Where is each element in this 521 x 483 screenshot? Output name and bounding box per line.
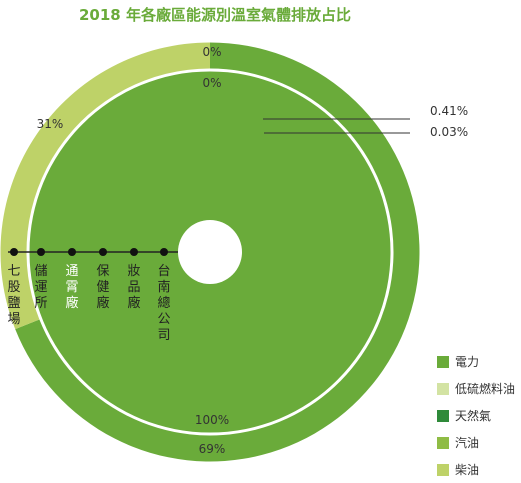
ring-label-1-char-0: 妝 bbox=[127, 264, 140, 279]
ring-label-4-char-2: 所 bbox=[34, 296, 47, 311]
data-label-3-3: 0.03% bbox=[430, 125, 468, 139]
data-label-5-0: 69% bbox=[199, 442, 226, 456]
data-label-4-0: 100% bbox=[195, 413, 229, 427]
ring-label-4-char-1: 運 bbox=[34, 280, 47, 295]
legend-swatch-4 bbox=[437, 464, 449, 476]
ring-label-2-char-2: 廠 bbox=[96, 295, 109, 311]
legend-swatch-3 bbox=[437, 437, 449, 449]
ring-label-4-char-0: 儲 bbox=[34, 264, 47, 279]
legend-label-4: 柴油 bbox=[455, 461, 479, 478]
ring-label-3-char-2: 廠 bbox=[65, 295, 78, 311]
data-label-3-2: 0.41% bbox=[430, 104, 468, 118]
ring-marker-1 bbox=[130, 248, 138, 256]
ring-label-5-char-3: 場 bbox=[7, 312, 20, 327]
ring-label-0-char-2: 總 bbox=[157, 295, 170, 311]
ring-label-1-char-2: 廠 bbox=[127, 295, 140, 311]
ring-label-5-char-2: 鹽 bbox=[7, 296, 20, 311]
legend-label-0: 電力 bbox=[455, 353, 479, 370]
ring-label-5-char-0: 七 bbox=[7, 264, 20, 279]
ring-label-2-char-1: 健 bbox=[96, 280, 109, 295]
ring-marker-0 bbox=[160, 248, 168, 256]
ring-marker-5 bbox=[10, 248, 18, 256]
data-label-4-1: 0% bbox=[202, 76, 221, 90]
data-label-5-2: 0% bbox=[202, 45, 221, 59]
data-label-5-1: 31% bbox=[37, 117, 64, 131]
chart-center bbox=[178, 220, 242, 284]
legend-swatch-0 bbox=[437, 356, 449, 368]
ring-label-0-char-3: 公 bbox=[157, 312, 170, 327]
ring-label-1-char-1: 品 bbox=[127, 280, 140, 295]
ring-label-5-char-1: 股 bbox=[7, 280, 20, 295]
ring-label-3-char-1: 霄 bbox=[65, 280, 78, 295]
legend-item-2: 天然氣 bbox=[437, 402, 515, 429]
legend-swatch-2 bbox=[437, 410, 449, 422]
legend-item-0: 電力 bbox=[437, 348, 515, 375]
legend-label-3: 汽油 bbox=[455, 434, 479, 451]
legend-swatch-1 bbox=[437, 383, 449, 395]
legend: 電力低硫燃料油天然氣汽油柴油 bbox=[437, 348, 515, 483]
ring-label-0-char-0: 台 bbox=[157, 264, 170, 279]
legend-item-3: 汽油 bbox=[437, 429, 515, 456]
ring-label-3-char-0: 通 bbox=[65, 264, 78, 279]
legend-item-1: 低硫燃料油 bbox=[437, 375, 515, 402]
ring-marker-3 bbox=[68, 248, 76, 256]
ring-label-0-char-1: 南 bbox=[157, 279, 170, 295]
legend-label-2: 天然氣 bbox=[455, 407, 491, 424]
ring-marker-2 bbox=[99, 248, 107, 256]
ring-marker-4 bbox=[37, 248, 45, 256]
ring-label-0-char-4: 司 bbox=[157, 328, 170, 343]
legend-item-4: 柴油 bbox=[437, 456, 515, 483]
legend-label-1: 低硫燃料油 bbox=[455, 380, 515, 397]
ring-label-2-char-0: 保 bbox=[96, 264, 109, 279]
